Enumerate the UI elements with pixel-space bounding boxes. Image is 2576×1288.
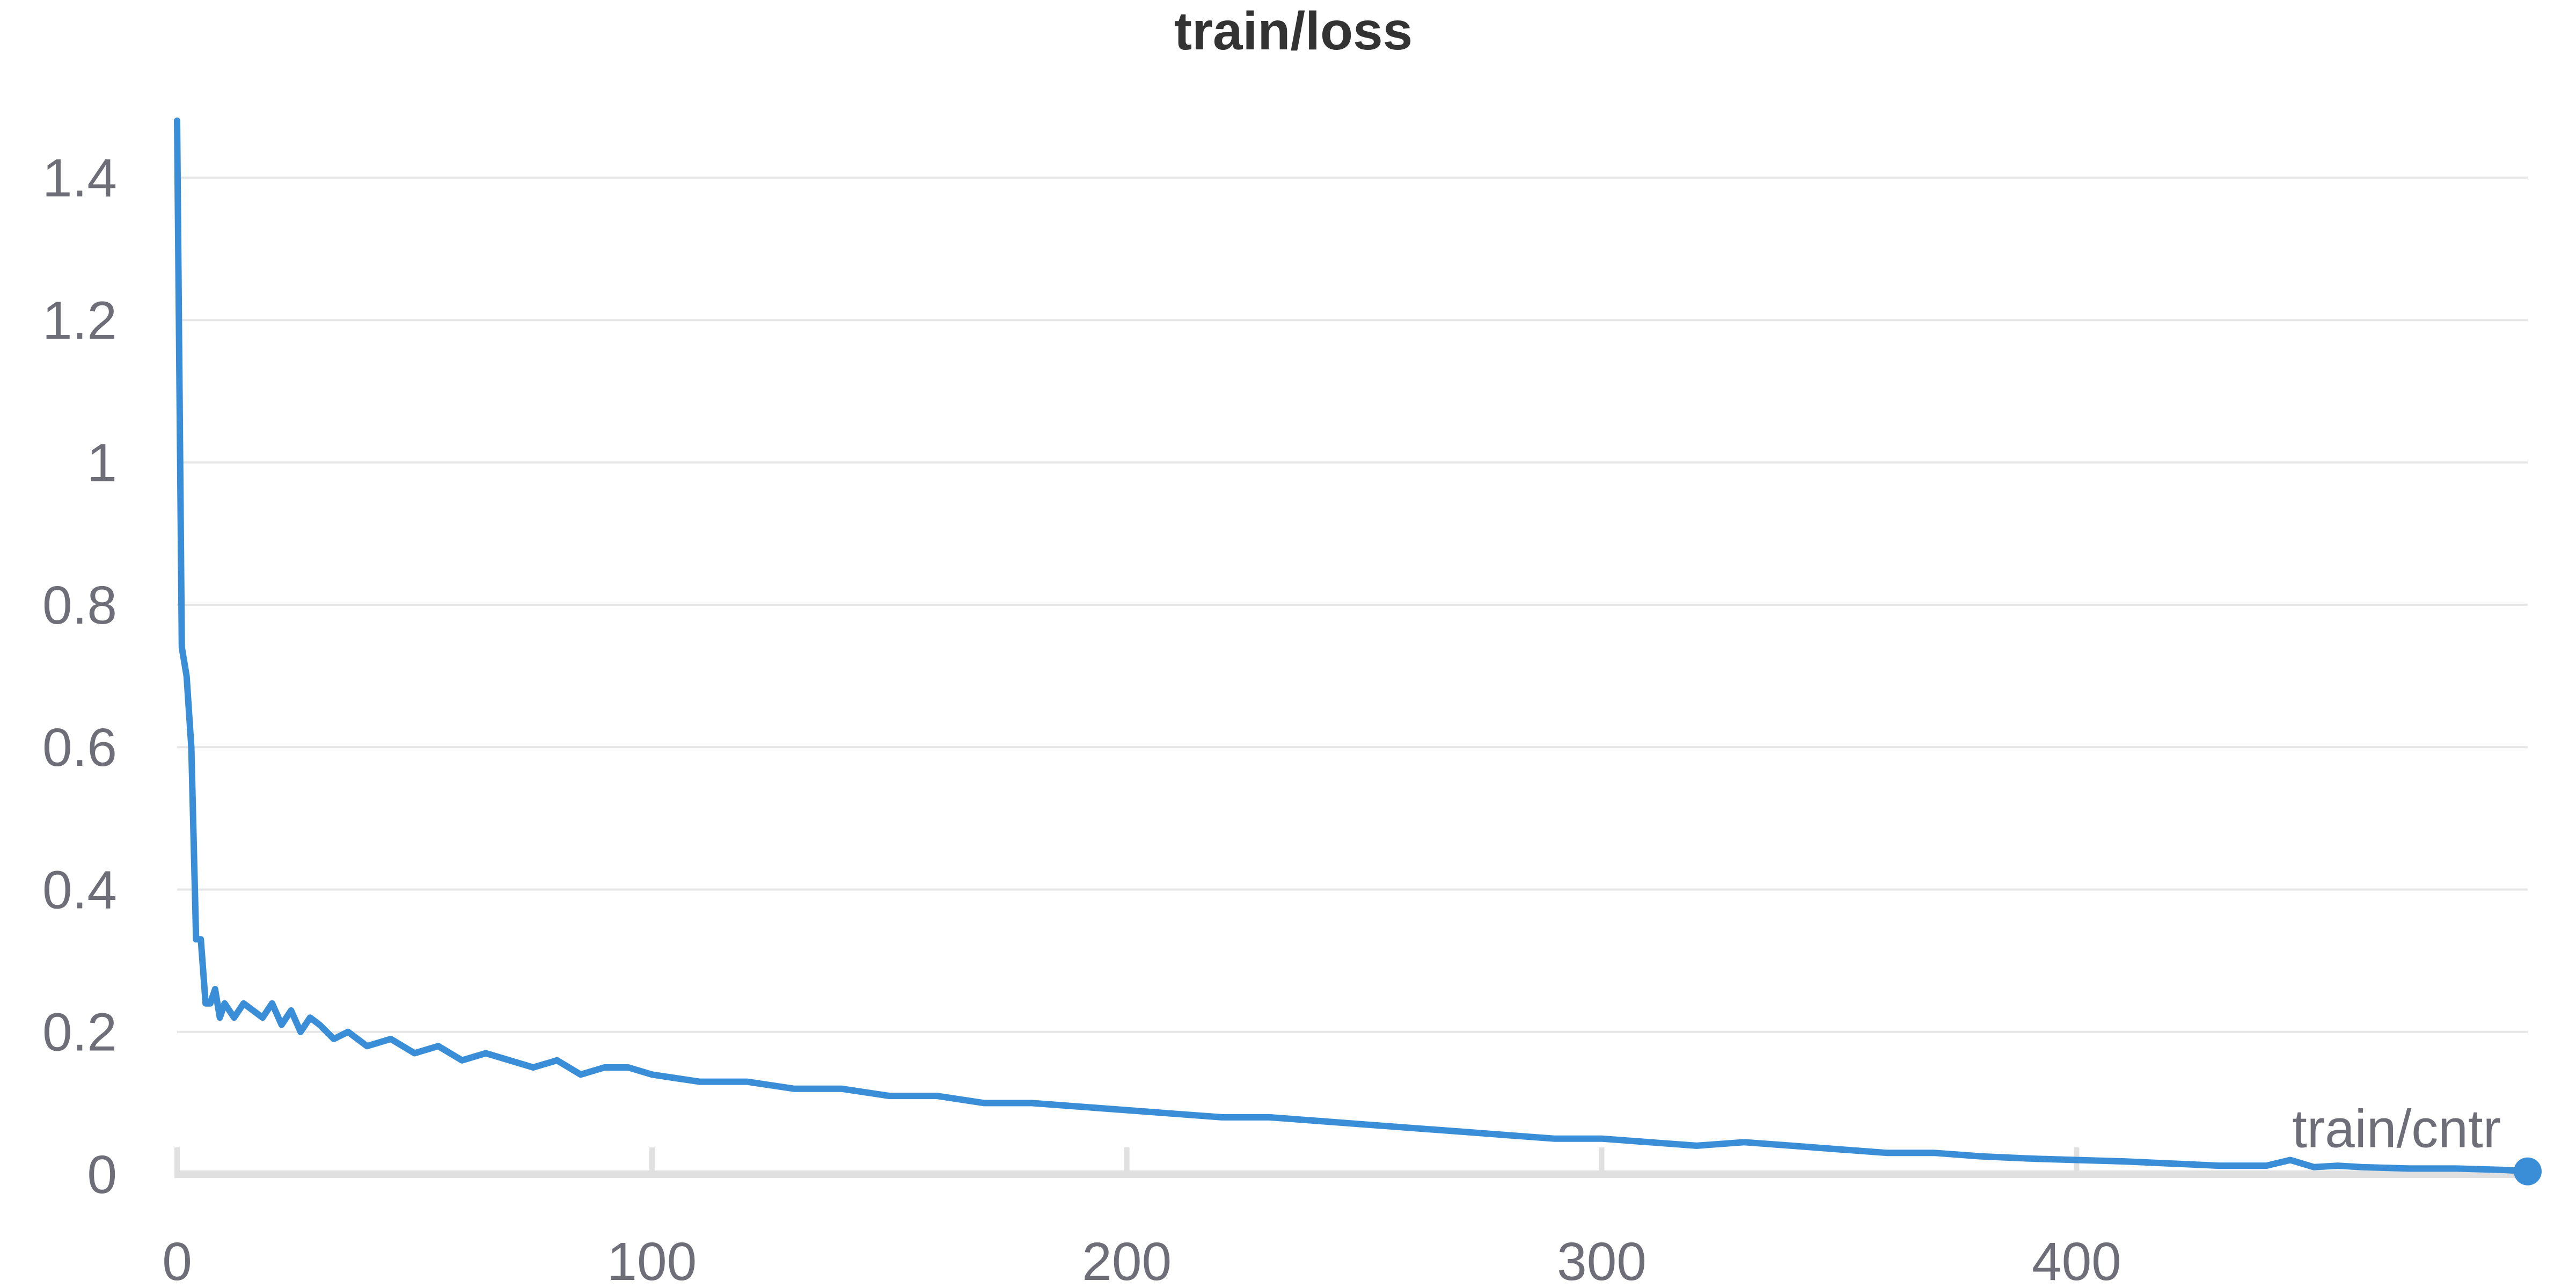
series-endpoint-marker [2514,1157,2542,1185]
y-axis-tick-labels: 0 0.2 0.4 0.6 0.8 1 1.2 1.4 [42,148,117,1205]
y-tick-label: 0.2 [42,1002,117,1063]
series-label: train/cntr [2292,1099,2501,1159]
y-tick-label: 0.6 [42,718,117,778]
x-tick-label: 0 [162,1232,192,1288]
chart-title: train/loss [1174,1,1413,61]
x-tick-label: 400 [2032,1232,2121,1288]
y-tick-label: 1.2 [42,290,117,350]
y-tick-label: 1.4 [42,148,117,208]
y-tick-label: 0 [87,1145,117,1205]
y-tick-label: 0.8 [42,575,117,635]
series-layer: train/cntr [174,118,2542,1185]
series-line [174,118,2531,1175]
gridlines [177,177,2528,1033]
x-tick-label: 200 [1082,1232,1172,1288]
x-tick-label: 100 [607,1232,697,1288]
x-axis-tick-labels: 0 100 200 300 400 [162,1232,2121,1288]
y-tick-label: 1 [87,433,117,493]
y-tick-label: 0.4 [42,860,117,920]
x-tick-label: 300 [1557,1232,1646,1288]
